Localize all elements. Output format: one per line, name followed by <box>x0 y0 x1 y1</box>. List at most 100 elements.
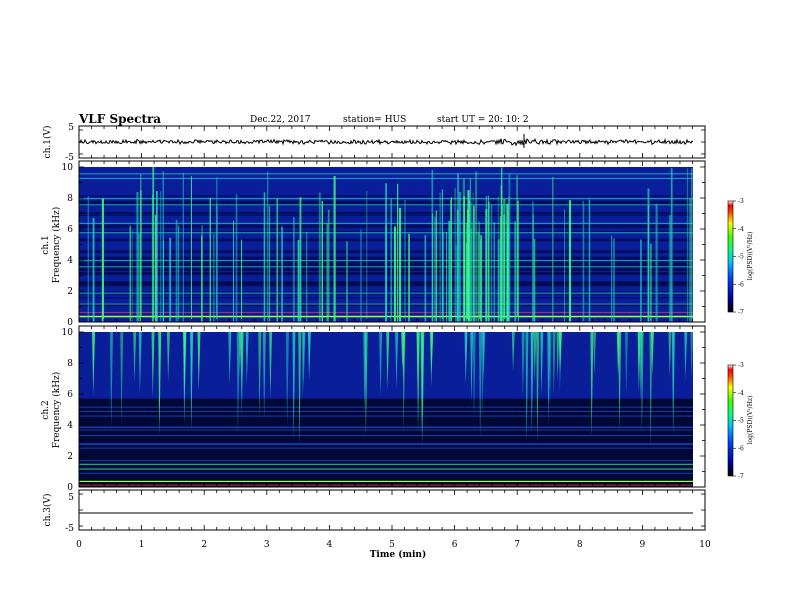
ch1-waveform-panel: 5 -5 ch.1(V) <box>42 123 706 163</box>
ch1-emission-streak <box>532 201 534 322</box>
ch2-emission-streak <box>120 332 124 424</box>
ch2-emission-streak <box>166 332 170 382</box>
ch1-emission-streak <box>216 177 218 322</box>
y-tick-label: 2 <box>67 452 73 462</box>
date-label: Dec.22, 2017 <box>250 115 311 125</box>
ch1-spectrogram-image <box>79 167 693 322</box>
ch1-emission-streak <box>479 234 483 322</box>
y-tick-label: 4 <box>67 421 73 431</box>
ch2-tone-line <box>79 406 693 408</box>
ch1-emission-streak <box>687 168 689 322</box>
ch1-emission-streak <box>327 209 330 322</box>
ch1-emission-streak <box>240 239 243 322</box>
ch2-dark-region <box>79 398 693 487</box>
ch2-emission-streak <box>536 332 540 444</box>
ch2-emission-streak <box>472 332 476 420</box>
ch1-emission-streak <box>182 172 185 322</box>
ch2-emission-streak <box>133 332 137 383</box>
ch1-emission-streak <box>490 204 493 322</box>
ch1-emission-streak <box>131 229 133 322</box>
ch1-emission-streak <box>448 220 451 322</box>
x-tick-label: 1 <box>139 540 145 550</box>
ch1-emission-streak <box>101 198 105 322</box>
ch2-emission-streak <box>618 332 622 433</box>
ch1-emission-streak <box>92 217 95 322</box>
colorbar-tick-label: -3 <box>738 198 744 205</box>
ch1-ytick-top: 5 <box>68 123 74 133</box>
colorbar-tick-label: -7 <box>738 473 744 480</box>
x-tick-label: 3 <box>264 540 270 550</box>
ch2-emission-streak <box>671 332 675 436</box>
y-tick-label: 8 <box>67 359 73 369</box>
ch2-spectrogram-image <box>79 332 694 487</box>
ch2-tone-line <box>79 410 693 412</box>
ch1-emission-streak <box>160 191 162 322</box>
ch2-tone-line <box>79 468 693 470</box>
colorbar-tick-label: -5 <box>738 418 744 425</box>
ch1-emission-streak <box>650 243 652 322</box>
ch1-colorbar: -3 -4 -5 -6 -7 log(PSD)(V²/Hz) <box>727 198 754 316</box>
ch1-emission-streak <box>299 197 302 322</box>
ch1-emission-streak <box>588 199 591 322</box>
ch1-emission-streak <box>213 233 215 322</box>
ch2-emission-streak <box>478 332 482 440</box>
ch2-emission-streak <box>593 332 597 376</box>
ch2-emission-streak <box>183 332 187 400</box>
x-tick-label: 7 <box>514 540 520 550</box>
ch1-emission-streak <box>670 168 673 322</box>
ch1-emission-streak <box>534 238 536 322</box>
ch1-emission-streak <box>191 176 193 322</box>
ch1-emission-streak <box>404 199 406 322</box>
ch2-tone-line <box>79 415 693 417</box>
ch2-colorbar-bar <box>727 364 734 477</box>
ch2-tone-line <box>79 460 693 462</box>
ch3-ytick-bottom: -5 <box>65 524 74 534</box>
ch2-emission-streak <box>240 332 244 401</box>
ch2-emission-streak <box>464 332 468 385</box>
ch3-waveform-frame <box>78 489 706 531</box>
ch1-emission-streak <box>611 235 613 322</box>
ch1-emission-streak <box>138 233 140 322</box>
ch1-emission-streak <box>346 241 348 322</box>
x-tick-label: 10 <box>699 540 711 550</box>
ch1-emission-streak <box>471 222 473 322</box>
ch1-emission-streak <box>398 207 402 322</box>
ch2-emission-streak <box>301 332 305 401</box>
y-tick-label: 10 <box>62 163 74 173</box>
colorbar-tick-label: -6 <box>738 445 744 452</box>
ch1-emission-streak <box>690 168 693 322</box>
ch1-emission-streak <box>139 190 142 322</box>
ch1-emission-streak <box>397 183 399 322</box>
ch1-emission-streak <box>215 203 218 322</box>
ch2-emission-streak <box>109 332 113 428</box>
x-tick-label: 9 <box>640 540 646 550</box>
ch2-tone-line <box>79 435 693 437</box>
station-label: station= HUS <box>343 115 406 125</box>
ch2-tone-line <box>79 480 693 482</box>
ch1-emission-streak <box>469 178 471 322</box>
ch1-emission-streak <box>454 187 456 322</box>
ch1-emission-streak <box>503 198 506 322</box>
ch1-emission-streak <box>640 239 642 322</box>
y-tick-label: 8 <box>67 194 73 204</box>
ch2-emission-streak <box>302 332 306 386</box>
ch1-emission-streak <box>385 183 387 322</box>
ch2-emission-streak <box>402 332 406 430</box>
ch1-emission-streak <box>318 192 321 322</box>
colorbar-tick-label: -5 <box>738 254 744 261</box>
ch1-emission-streak <box>156 191 158 322</box>
ch1-waveform-trace <box>78 137 694 147</box>
ch2-emission-streak <box>269 332 273 399</box>
ch2-tone-line <box>79 444 693 446</box>
ch1-emission-streak <box>177 225 180 322</box>
ch1-emission-streak <box>129 225 131 322</box>
ch1-emission-streak <box>366 190 368 322</box>
ch1-emission-streak <box>162 171 164 322</box>
x-tick-label: 0 <box>76 540 82 550</box>
ch2-emission-streak <box>379 332 383 397</box>
y-tick-label: 6 <box>67 225 73 235</box>
colorbar-tick-label: -3 <box>738 362 744 369</box>
ch1-emission-streak <box>507 230 509 322</box>
ch1-emission-streak <box>87 196 90 322</box>
ch2-emission-streak <box>298 332 302 446</box>
